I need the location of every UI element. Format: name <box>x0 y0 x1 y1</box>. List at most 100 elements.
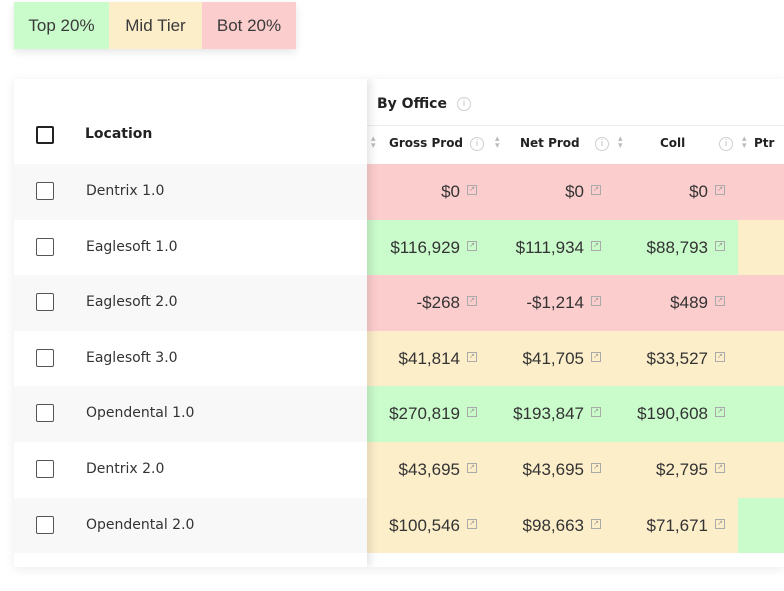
metric-cell: $43,695 ↗ <box>367 442 490 498</box>
table-row[interactable]: Eaglesoft 3.0 <box>14 331 367 387</box>
sort-icon[interactable]: ▴ ▾ <box>742 134 747 151</box>
metric-cell <box>738 164 784 220</box>
metric-value: $193,847 <box>513 404 584 424</box>
select-all-checkbox[interactable] <box>36 126 54 144</box>
metric-cell: $489 ↗ <box>614 275 738 331</box>
drilldown-icon[interactable]: ↗ <box>715 351 725 362</box>
row-checkbox[interactable] <box>36 348 54 367</box>
sort-icon[interactable]: ▴ ▾ <box>618 134 623 151</box>
metric-value: $88,793 <box>646 237 708 257</box>
metric-cell: $71,671 ↗ <box>614 497 738 554</box>
column-header-gross-prod[interactable]: Gross Prod <box>389 136 464 150</box>
location-name: Dentrix 1.0 <box>86 183 165 199</box>
table-row[interactable]: Dentrix 1.0 <box>14 164 367 220</box>
drilldown-icon[interactable]: ↗ <box>591 240 601 251</box>
drilldown-icon[interactable]: ↗ <box>715 296 725 307</box>
drilldown-icon[interactable]: ↗ <box>467 185 477 195</box>
metric-cell <box>738 219 784 276</box>
metric-cell <box>738 442 784 498</box>
column-header-ptr[interactable]: Ptr <box>754 136 775 150</box>
column-header-net-prod[interactable]: Net Prod <box>520 136 580 150</box>
info-icon[interactable]: i <box>595 137 609 151</box>
location-column: Location Dentrix 1.0 Eaglesoft 1.0 Eagleso… <box>14 79 367 567</box>
sort-icon[interactable]: ▴ ▾ <box>371 134 376 151</box>
metric-cell: $41,814 ↗ <box>367 330 490 387</box>
location-name: Eaglesoft 3.0 <box>86 349 178 366</box>
metric-cell: -$1,214 ↗ <box>490 275 614 331</box>
metric-value: $100,546 <box>389 515 460 535</box>
metric-value: -$268 <box>416 293 460 313</box>
metric-cell: -$268 ↗ <box>367 275 490 331</box>
metric-value: $116,929 <box>390 237 460 257</box>
drilldown-icon[interactable]: ↗ <box>715 518 725 529</box>
info-icon[interactable]: i <box>456 97 471 111</box>
table-row[interactable]: Opendental 2.0 <box>14 497 367 554</box>
drilldown-icon[interactable]: ↗ <box>467 518 477 529</box>
sort-icon[interactable]: ▴ ▾ <box>495 134 500 151</box>
metric-value: $0 <box>441 182 460 201</box>
drilldown-icon[interactable]: ↗ <box>467 240 477 251</box>
metric-cell <box>738 330 784 387</box>
drilldown-icon[interactable]: ↗ <box>715 463 725 473</box>
drilldown-icon[interactable]: ↗ <box>467 296 477 307</box>
metric-value: $190,608 <box>637 404 708 424</box>
metric-value: $2,795 <box>656 460 708 479</box>
drilldown-icon[interactable]: ↗ <box>467 407 477 418</box>
metric-value: $43,695 <box>398 460 460 479</box>
location-name: Eaglesoft 1.0 <box>86 238 178 255</box>
drilldown-icon[interactable]: ↗ <box>591 407 601 418</box>
drilldown-icon[interactable]: ↗ <box>591 296 601 307</box>
row-checkbox[interactable] <box>36 182 54 200</box>
table-row[interactable]: Opendental 1.0 <box>14 386 367 442</box>
divider <box>367 125 784 126</box>
row-checkbox[interactable] <box>36 404 54 423</box>
metric-value: $41,814 <box>398 348 460 368</box>
column-header-coll[interactable]: Coll <box>660 136 686 150</box>
row-checkbox[interactable] <box>36 237 54 256</box>
metric-value: $43,695 <box>522 460 584 479</box>
metric-cell: $100,546 ↗ <box>367 497 490 554</box>
metric-value: $98,663 <box>522 515 584 535</box>
metric-value: $71,671 <box>646 515 708 535</box>
metric-cell: $41,705 ↗ <box>490 330 614 387</box>
metric-cell: $0 ↗ <box>367 164 490 220</box>
table-row[interactable]: Dentrix 2.0 <box>14 442 367 498</box>
info-icon[interactable]: i <box>719 137 733 151</box>
drilldown-icon[interactable]: ↗ <box>715 185 725 195</box>
metric-cell: $33,527 ↗ <box>614 330 738 387</box>
group-header-label: By Office <box>377 96 447 112</box>
metric-cell: $98,663 ↗ <box>490 497 614 554</box>
drilldown-icon[interactable]: ↗ <box>467 351 477 362</box>
row-checkbox[interactable] <box>36 460 54 478</box>
metric-cell: $190,608 ↗ <box>614 386 738 442</box>
legend-bot-20: Bot 20% <box>202 2 296 49</box>
metric-cell: $116,929 ↗ <box>367 219 490 276</box>
drilldown-icon[interactable]: ↗ <box>715 407 725 418</box>
drilldown-icon[interactable]: ↗ <box>591 351 601 362</box>
metric-cell: $111,934 ↗ <box>490 219 614 276</box>
drilldown-icon[interactable]: ↗ <box>467 463 477 473</box>
metrics-scroll-region[interactable]: By Office i ▴ ▾ Gross Prod i ▴ ▾ Net Prod i… <box>367 79 784 567</box>
table-row[interactable]: Eaglesoft 2.0 <box>14 275 367 331</box>
metric-value: $33,527 <box>646 348 708 368</box>
location-name: Eaglesoft 2.0 <box>86 294 178 311</box>
metric-cell <box>738 386 784 442</box>
metric-value: $270,819 <box>389 404 460 424</box>
group-header: By Office i <box>377 96 471 112</box>
metric-cell <box>738 497 784 554</box>
metric-cell: $2,795 ↗ <box>614 442 738 498</box>
location-header: Location <box>85 126 153 142</box>
info-icon[interactable]: i <box>470 137 484 151</box>
tier-legend: Top 20% Mid Tier Bot 20% <box>14 2 296 49</box>
metric-cell: $270,819 ↗ <box>367 386 490 442</box>
drilldown-icon[interactable]: ↗ <box>715 240 725 251</box>
table-row[interactable]: Eaglesoft 1.0 <box>14 220 367 276</box>
data-table: By Office i ▴ ▾ Gross Prod i ▴ ▾ Net Prod i… <box>14 79 784 567</box>
row-checkbox[interactable] <box>36 515 54 534</box>
row-checkbox[interactable] <box>36 293 54 312</box>
metric-cell: $88,793 ↗ <box>614 219 738 276</box>
drilldown-icon[interactable]: ↗ <box>591 518 601 529</box>
drilldown-icon[interactable]: ↗ <box>591 463 601 473</box>
legend-mid-tier: Mid Tier <box>109 2 202 49</box>
drilldown-icon[interactable]: ↗ <box>591 185 601 195</box>
